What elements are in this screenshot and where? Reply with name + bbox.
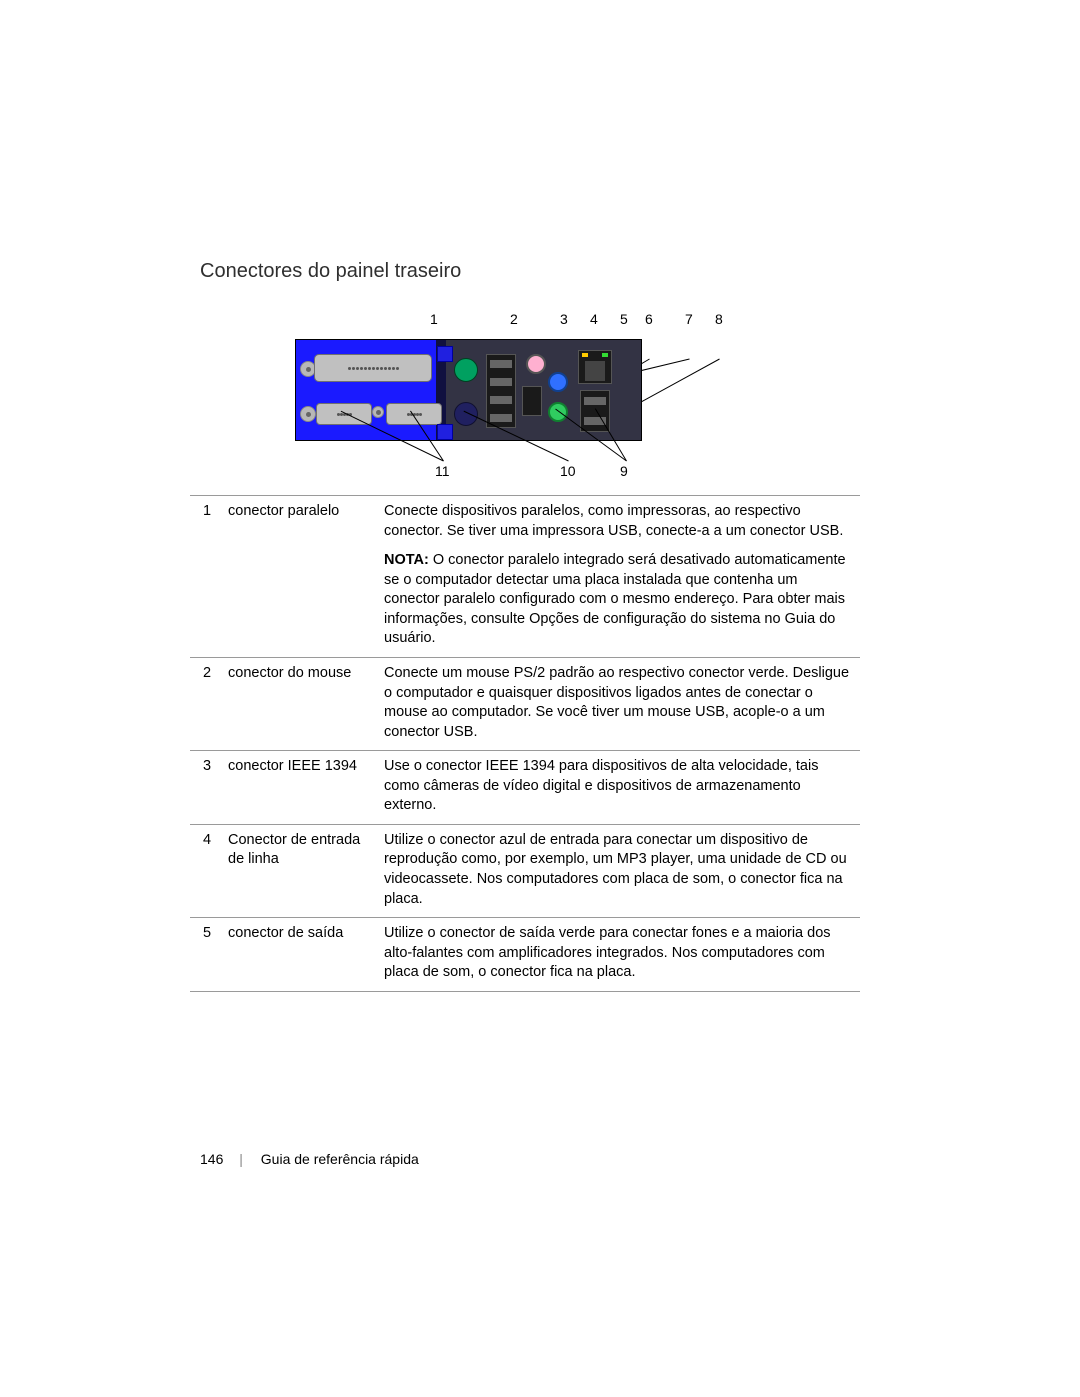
callout-number: 5 bbox=[620, 311, 628, 327]
row-number: 2 bbox=[190, 657, 224, 750]
table-row: 1conector paraleloConecte dispositivos p… bbox=[190, 496, 860, 658]
ps2-mouse-port bbox=[454, 358, 478, 382]
section-heading: Conectores do painel traseiro bbox=[200, 260, 900, 283]
connector-table: 1conector paraleloConecte dispositivos p… bbox=[190, 495, 860, 992]
connector-name: conector IEEE 1394 bbox=[224, 751, 380, 825]
callout-number: 3 bbox=[560, 311, 568, 327]
connector-description: Use o conector IEEE 1394 para dispositiv… bbox=[380, 751, 860, 825]
callout-number: 9 bbox=[620, 463, 628, 479]
footer-title: Guia de referência rápida bbox=[261, 1151, 419, 1167]
network-port bbox=[578, 350, 612, 384]
keyboard-icon bbox=[437, 424, 453, 440]
connector-description: Utilize o conector azul de entrada para … bbox=[380, 824, 860, 917]
connector-name: conector de saída bbox=[224, 918, 380, 992]
row-number: 4 bbox=[190, 824, 224, 917]
connector-description: Utilize o conector de saída verde para c… bbox=[380, 918, 860, 992]
callout-number: 10 bbox=[560, 463, 576, 479]
serial-port-2 bbox=[386, 403, 442, 425]
callout-number: 6 bbox=[645, 311, 653, 327]
row-number: 1 bbox=[190, 496, 224, 658]
bottom-callout-row: 11 10 9 bbox=[295, 441, 725, 481]
page-number: 146 bbox=[200, 1151, 223, 1167]
connector-description: Conecte um mouse PS/2 padrão ao respecti… bbox=[380, 657, 860, 750]
ps2-keyboard-port bbox=[454, 402, 478, 426]
rear-panel bbox=[295, 339, 642, 441]
mouse-icon bbox=[437, 346, 453, 362]
callout-number: 4 bbox=[590, 311, 598, 327]
rear-panel-diagram: 1 2 3 4 5 6 7 8 bbox=[295, 311, 725, 481]
footer-separator: | bbox=[239, 1151, 243, 1167]
screw-ring bbox=[372, 406, 384, 418]
mic-jack bbox=[526, 354, 546, 374]
table-row: 3conector IEEE 1394Use o conector IEEE 1… bbox=[190, 751, 860, 825]
callout-number: 11 bbox=[435, 463, 450, 479]
note-label: NOTA: bbox=[384, 552, 429, 568]
callout-number: 1 bbox=[430, 311, 438, 327]
connector-name: Conector de entrada de linha bbox=[224, 824, 380, 917]
parallel-port bbox=[314, 354, 432, 382]
table-row: 4Conector de entrada de linhaUtilize o c… bbox=[190, 824, 860, 917]
line-in-jack bbox=[548, 372, 568, 392]
row-number: 5 bbox=[190, 918, 224, 992]
top-callout-row: 1 2 3 4 5 6 7 8 bbox=[295, 311, 725, 339]
connector-name: conector do mouse bbox=[224, 657, 380, 750]
callout-number: 8 bbox=[715, 311, 723, 327]
callout-number: 2 bbox=[510, 311, 518, 327]
page-footer: 146 | Guia de referência rápida bbox=[200, 1151, 419, 1167]
connector-name: conector paralelo bbox=[224, 496, 380, 658]
table-row: 5conector de saídaUtilize o conector de … bbox=[190, 918, 860, 992]
table-row: 2conector do mouseConecte um mouse PS/2 … bbox=[190, 657, 860, 750]
usb-stack-1 bbox=[486, 354, 516, 428]
ieee1394-port bbox=[522, 386, 542, 416]
page: Conectores do painel traseiro 12345678 bbox=[0, 0, 1080, 1397]
connector-description: Conecte dispositivos paralelos, como imp… bbox=[380, 496, 860, 658]
screw-ring bbox=[300, 406, 316, 422]
row-number: 3 bbox=[190, 751, 224, 825]
callout-number: 7 bbox=[685, 311, 693, 327]
